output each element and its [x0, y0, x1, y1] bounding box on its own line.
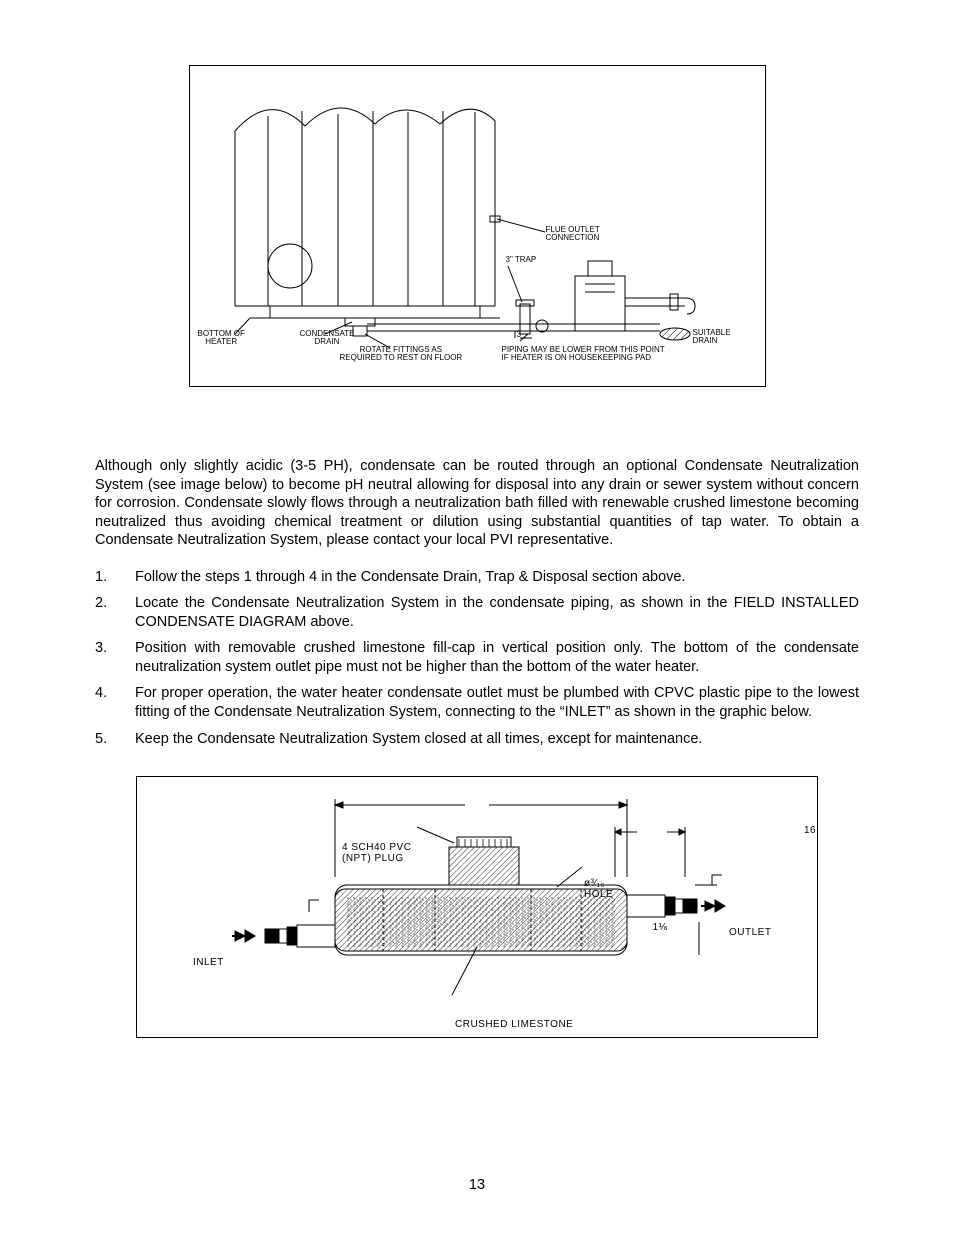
label-flue-outlet: FLUE OUTLETCONNECTION: [546, 226, 600, 243]
step-4: For proper operation, the water heater c…: [95, 684, 859, 721]
label-limestone: CRUSHED LIMESTONE: [455, 1020, 818, 1038]
label-rotate: ROTATE FITTINGS ASREQUIRED TO REST ON FL…: [340, 346, 463, 363]
diagram-svg-1: [190, 66, 765, 386]
label-dim3: 3: [517, 331, 521, 339]
label-cond-drain: CONDENSATEDRAIN: [300, 330, 355, 347]
steps-list: Follow the steps 1 through 4 in the Cond…: [95, 568, 859, 748]
label-drain: SUITABLEDRAIN: [693, 329, 731, 346]
intro-paragraph: Although only slightly acidic (3-5 PH), …: [95, 457, 859, 550]
step-3: Position with removable crushed limeston…: [95, 639, 859, 676]
condensate-drain-diagram: FLUE OUTLETCONNECTION 3" TRAP BOTTOM OFH…: [189, 65, 766, 387]
page-number: 13: [0, 1177, 954, 1193]
neutralization-system-diagram: 16 4 SCH40 PVC(NPT) PLUG 2¾TYP ø³⁄₁₆HOLE…: [136, 776, 818, 1038]
label-h2: 1⅛: [724, 899, 818, 1038]
step-5: Keep the Condensate Neutralization Syste…: [95, 730, 859, 749]
label-trap: 3" TRAP: [506, 256, 537, 264]
step-1: Follow the steps 1 through 4 in the Cond…: [95, 568, 859, 587]
step-2: Locate the Condensate Neutralization Sys…: [95, 594, 859, 631]
label-piping: PIPING MAY BE LOWER FROM THIS POINTIF HE…: [502, 346, 665, 363]
label-bottom: BOTTOM OFHEATER: [198, 330, 245, 347]
